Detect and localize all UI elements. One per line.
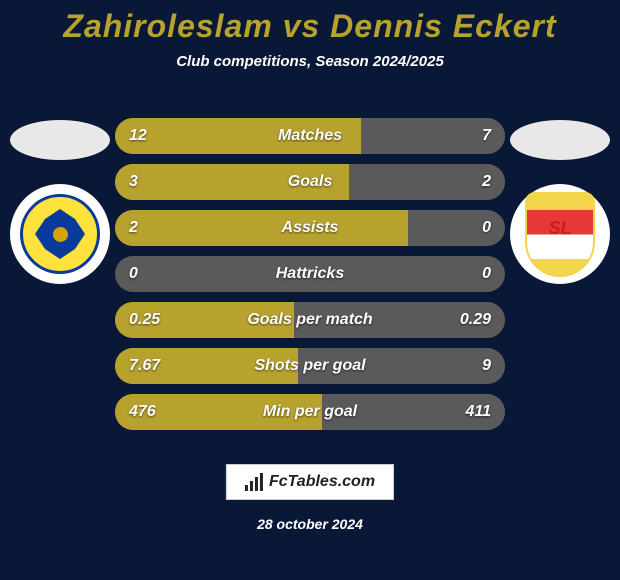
stat-row: 476Min per goal411 — [115, 394, 505, 430]
stat-value-right: 411 — [465, 394, 491, 430]
stat-value-right: 7 — [482, 118, 491, 154]
subtitle: Club competitions, Season 2024/2025 — [0, 53, 620, 70]
stat-value-right: 9 — [482, 348, 491, 384]
stat-row: 2Assists0 — [115, 210, 505, 246]
stat-label: Min per goal — [115, 394, 505, 430]
player-right-silhouette — [510, 120, 610, 160]
stat-label: Shots per goal — [115, 348, 505, 384]
player-left-silhouette — [10, 120, 110, 160]
stat-label: Goals per match — [115, 302, 505, 338]
stat-row: 0.25Goals per match0.29 — [115, 302, 505, 338]
stats-container: 12Matches73Goals22Assists00Hattricks00.2… — [115, 118, 505, 440]
eagle-icon — [35, 209, 85, 259]
brand-badge: FcTables.com — [226, 464, 394, 500]
stat-row: 7.67Shots per goal9 — [115, 348, 505, 384]
date-text: 28 october 2024 — [0, 516, 620, 532]
stat-value-right: 0.29 — [460, 302, 491, 338]
stat-row: 0Hattricks0 — [115, 256, 505, 292]
stat-label: Goals — [115, 164, 505, 200]
stat-row: 12Matches7 — [115, 118, 505, 154]
stat-label: Hattricks — [115, 256, 505, 292]
stat-value-right: 0 — [482, 210, 491, 246]
stat-label: Matches — [115, 118, 505, 154]
club-crest-left — [10, 184, 110, 284]
brand-text: FcTables.com — [269, 473, 375, 491]
club-crest-right — [510, 184, 610, 284]
club-crest-right-inner — [525, 192, 595, 277]
stat-label: Assists — [115, 210, 505, 246]
player-right-column — [500, 120, 620, 284]
player-left-column — [0, 120, 120, 284]
stat-row: 3Goals2 — [115, 164, 505, 200]
brand-logo-icon — [245, 473, 263, 491]
club-crest-left-inner — [20, 194, 100, 274]
stat-value-right: 0 — [482, 256, 491, 292]
stat-value-right: 2 — [482, 164, 491, 200]
page-title: Zahiroleslam vs Dennis Eckert — [0, 0, 620, 45]
